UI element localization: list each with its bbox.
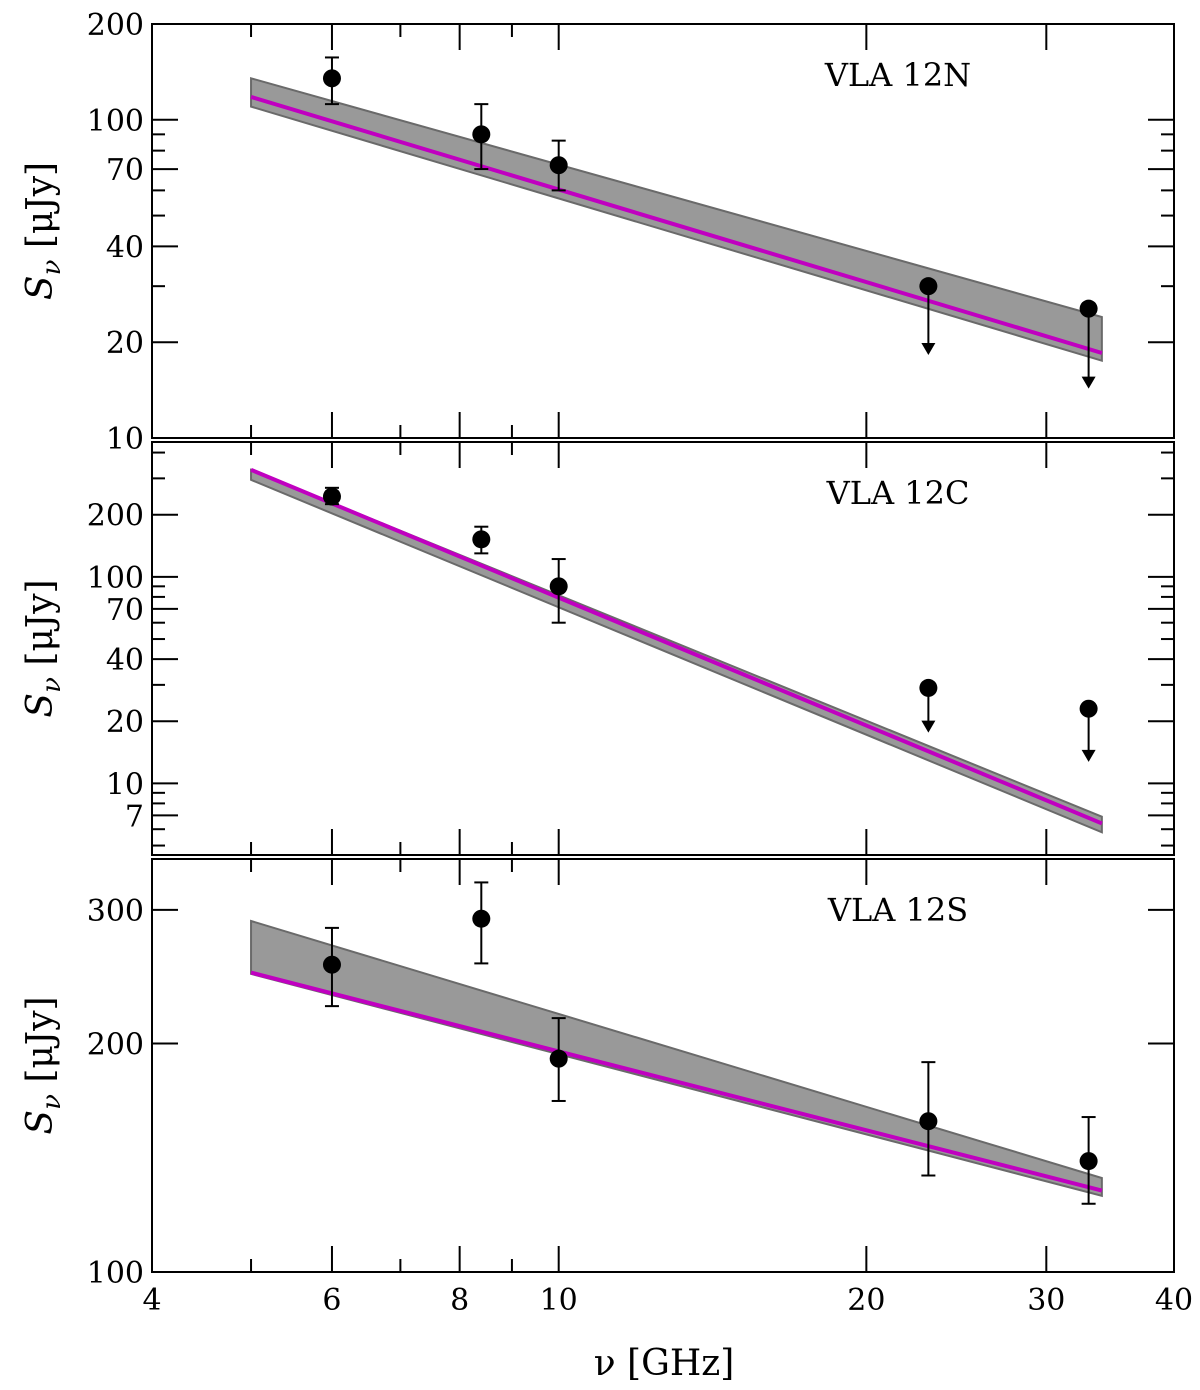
y-axis-symbol: S bbox=[20, 275, 61, 300]
x-tick-label: 8 bbox=[450, 1283, 469, 1318]
data-point bbox=[549, 139, 568, 192]
data-point bbox=[472, 103, 491, 171]
y-axis-unit: [μJy] bbox=[20, 996, 61, 1094]
panel-frame bbox=[151, 441, 1175, 856]
data-marker bbox=[1079, 1152, 1098, 1171]
upper-limit bbox=[919, 277, 938, 355]
panel-frame bbox=[151, 23, 1175, 439]
data-marker bbox=[322, 69, 341, 88]
upper-limit bbox=[1079, 299, 1098, 389]
y-tick-label: 20 bbox=[106, 326, 144, 361]
y-tick-label: 70 bbox=[106, 593, 144, 628]
y-axis-subscript: ν bbox=[37, 259, 67, 275]
upper-limit bbox=[1079, 699, 1098, 762]
fit-line bbox=[250, 970, 1103, 1193]
panel-vla-12s: 4 6 8 10 20 30 40 100 200 300 VLA 12S Sν [μJy] bbox=[20, 858, 1193, 1318]
y-tick-label: 200 bbox=[87, 8, 144, 43]
x-tick-label: 10 bbox=[540, 1283, 578, 1318]
upper-limit-arrowhead bbox=[1081, 376, 1096, 389]
y-tick-label: 300 bbox=[87, 894, 144, 929]
y-tick-label: 100 bbox=[87, 561, 144, 596]
data-marker bbox=[549, 1049, 568, 1068]
upper-limit-marker bbox=[919, 678, 938, 697]
y-tick-label: 40 bbox=[106, 643, 144, 678]
y-axis-title: Sν [μJy] bbox=[20, 162, 67, 300]
y-tick-label: 10 bbox=[106, 767, 144, 802]
panel-label: VLA 12N bbox=[824, 56, 971, 94]
y-axis-subscript: ν bbox=[37, 1094, 67, 1110]
x-tick-label: 4 bbox=[142, 1283, 161, 1318]
y-axis-symbol: S bbox=[20, 1110, 61, 1135]
plot-area bbox=[250, 467, 1103, 834]
y-tick-label: 40 bbox=[106, 230, 144, 265]
panel-frame bbox=[151, 858, 1175, 1273]
fit-line bbox=[250, 467, 1103, 826]
upper-limit-marker bbox=[919, 277, 938, 296]
fit-line bbox=[250, 95, 1103, 355]
data-point bbox=[1079, 1116, 1098, 1205]
panel-label: VLA 12S bbox=[827, 891, 968, 929]
y-axis-title: Sν [μJy] bbox=[20, 579, 67, 717]
data-point bbox=[322, 56, 341, 106]
data-marker bbox=[472, 909, 491, 928]
y-axis-title: Sν [μJy] bbox=[20, 996, 67, 1134]
uncertainty-band bbox=[250, 468, 1103, 834]
y-tick-label: 100 bbox=[87, 1256, 144, 1291]
upper-limit bbox=[919, 678, 938, 733]
data-marker bbox=[549, 156, 568, 175]
data-point bbox=[472, 881, 491, 965]
upper-limit-arrowhead bbox=[1081, 749, 1096, 762]
data-marker bbox=[549, 577, 568, 596]
y-tick-label: 20 bbox=[106, 705, 144, 740]
y-tick-label: 70 bbox=[106, 153, 144, 188]
y-tick-label: 100 bbox=[87, 104, 144, 139]
upper-limit-arrowhead bbox=[921, 342, 936, 355]
data-marker bbox=[322, 487, 341, 506]
y-axis-unit: [μJy] bbox=[20, 579, 61, 677]
panel-label: VLA 12C bbox=[826, 474, 970, 512]
upper-limit-marker bbox=[1079, 699, 1098, 718]
data-point bbox=[472, 525, 491, 555]
plot-area bbox=[250, 881, 1103, 1205]
data-point bbox=[322, 486, 341, 506]
data-point bbox=[549, 1017, 568, 1102]
y-tick-label: 7 bbox=[125, 799, 144, 834]
uncertainty-band bbox=[250, 76, 1103, 363]
x-tick-label: 30 bbox=[1027, 1283, 1065, 1318]
data-marker bbox=[472, 125, 491, 144]
data-marker bbox=[472, 530, 491, 549]
panel-vla-12n: 10 20 40 70 100 200 VLA 12N Sν [μJy] bbox=[20, 8, 1175, 457]
uncertainty-band bbox=[250, 919, 1103, 1198]
y-axis-subscript: ν bbox=[37, 677, 67, 693]
data-point bbox=[919, 1061, 938, 1177]
x-tick-label: 40 bbox=[1155, 1283, 1193, 1318]
upper-limit-arrowhead bbox=[921, 720, 936, 733]
y-axis-unit: [μJy] bbox=[20, 162, 61, 260]
x-tick-label: 20 bbox=[847, 1283, 885, 1318]
x-tick-label: 6 bbox=[322, 1283, 341, 1318]
y-tick-label: 200 bbox=[87, 1027, 144, 1062]
plot-area bbox=[250, 56, 1103, 389]
y-tick-label: 10 bbox=[106, 422, 144, 457]
y-axis-symbol: S bbox=[20, 693, 61, 718]
y-tick-label: 200 bbox=[87, 499, 144, 534]
upper-limit-marker bbox=[1079, 299, 1098, 318]
data-point bbox=[549, 558, 568, 624]
data-marker bbox=[919, 1112, 938, 1131]
data-point bbox=[322, 926, 341, 1008]
x-axis-title: ν [GHz] bbox=[594, 1343, 735, 1384]
data-marker bbox=[322, 955, 341, 974]
